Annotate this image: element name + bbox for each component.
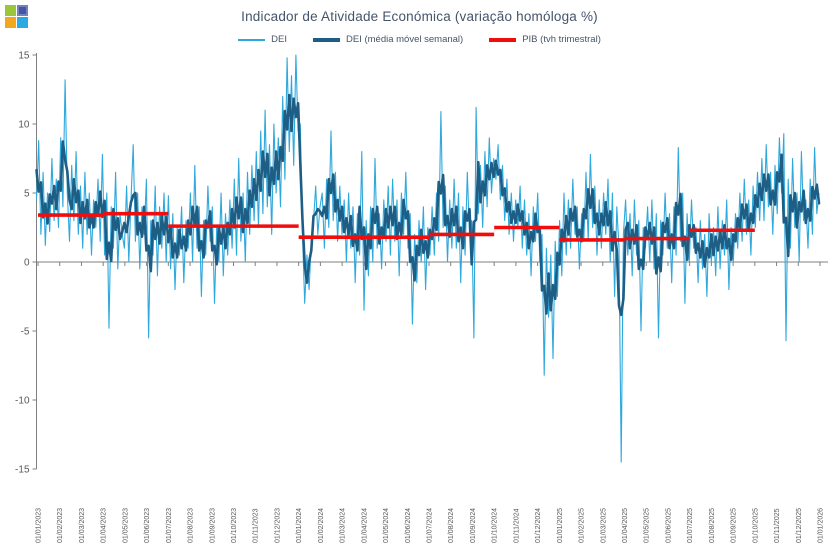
x-tick-label: 01/10/2024: [492, 508, 499, 543]
x-tick-label: 01/10/2025: [752, 508, 759, 543]
x-tick-label: 01/09/2024: [470, 508, 477, 543]
x-tick-label: 01/02/2025: [579, 508, 586, 543]
x-tick-label: 01/08/2025: [709, 508, 716, 543]
logo-square-orange: [5, 17, 16, 28]
x-tick-label: 01/11/2025: [774, 508, 781, 543]
x-tick-label: 01/03/2025: [600, 508, 607, 543]
pib-line-swatch: [489, 37, 517, 42]
x-tick-label: 01/02/2023: [57, 508, 64, 543]
x-tick-label: 01/03/2023: [79, 508, 86, 543]
x-tick-label: 01/07/2024: [427, 508, 434, 543]
y-tick-label: -15: [15, 465, 30, 476]
x-tick-label: 01/05/2025: [644, 508, 651, 543]
legend-label-pib: PIB (tvh trimestral): [522, 34, 601, 45]
x-tick-label: 01/12/2023: [274, 508, 281, 543]
y-tick-label: 15: [18, 51, 30, 62]
logo-square-lightblue: [17, 17, 28, 28]
legend-item-pib: PIB (tvh trimestral): [489, 34, 601, 45]
x-tick-label: 01/11/2024: [513, 508, 520, 543]
x-tick-label: 01/09/2025: [731, 508, 738, 543]
x-tick-label: 01/12/2025: [796, 508, 803, 543]
x-tick-label: 01/01/2023: [36, 508, 43, 543]
legend-label-dei: DEI: [271, 34, 287, 45]
y-tick-label: 10: [18, 120, 30, 131]
x-tick-label: 01/06/2024: [405, 508, 412, 543]
dei-ma-line-swatch: [312, 37, 340, 42]
x-tick-label: 01/01/2026: [818, 508, 825, 543]
x-tick-label: 01/08/2024: [448, 508, 455, 543]
pib-quarterly-line: [38, 211, 755, 242]
logo-square-blue: [17, 5, 28, 16]
dei-moving-average-line: [35, 93, 821, 317]
x-tick-label: 01/03/2024: [340, 508, 347, 543]
x-tick-label: 01/04/2023: [101, 508, 108, 543]
x-tick-label: 01/04/2025: [622, 508, 629, 543]
x-axis: 01/01/2023 01/02/2023 01/03/2023 01/04/2023…: [36, 261, 828, 543]
x-tick-label: 01/02/2024: [318, 508, 325, 543]
dei-line-swatch: [238, 38, 266, 41]
x-tick-label: 01/04/2024: [361, 508, 368, 543]
chart-title: Indicador de Atividade Económica (variaç…: [241, 9, 598, 24]
x-tick-label: 01/08/2023: [188, 508, 195, 543]
x-tick-label: 01/06/2023: [144, 508, 151, 543]
y-axis: 15 10 5 0 -5 -10 -15: [15, 51, 37, 476]
legend-item-dei-ma: DEI (média móvel semanal): [312, 34, 464, 45]
x-tick-label: 01/06/2025: [665, 508, 672, 543]
x-tick-label: 01/01/2024: [296, 508, 303, 543]
x-tick-label: 01/11/2023: [253, 508, 260, 543]
logo-square-green: [5, 5, 16, 16]
x-tick-label: 01/05/2023: [122, 508, 129, 543]
x-tick-label: 01/07/2023: [166, 508, 173, 543]
legend-item-dei: DEI: [238, 34, 287, 45]
y-tick-label: -10: [15, 396, 30, 407]
x-tick-label: 01/01/2025: [557, 508, 564, 543]
y-tick-label: 5: [24, 189, 30, 200]
x-tick-label: 01/12/2024: [535, 508, 542, 543]
x-tick-label: 01/05/2024: [383, 508, 390, 543]
x-tick-label: 01/09/2023: [209, 508, 216, 543]
chart-legend: DEI DEI (média móvel semanal) PIB (tvh t…: [0, 34, 839, 45]
window-logo: [4, 4, 29, 29]
x-tick-label: 01/10/2023: [231, 508, 238, 543]
legend-label-dei-ma: DEI (média móvel semanal): [345, 34, 464, 45]
y-tick-label: -5: [21, 327, 30, 338]
y-tick-label: 0: [24, 258, 30, 269]
x-tick-label: 01/07/2025: [687, 508, 694, 543]
